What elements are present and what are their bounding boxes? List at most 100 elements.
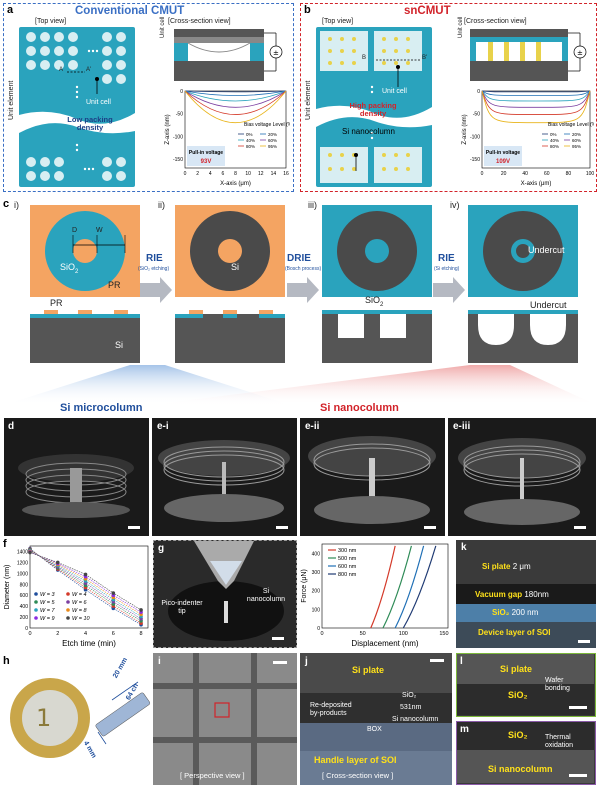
panel-m-letter: m [460,724,469,735]
panel-b-unit-cell: Unit cell [382,88,407,95]
panel-a-chart-xlabel: X-axis (μm) [220,181,251,187]
panel-f-legend-marker [34,600,38,604]
step-4: iv) [450,200,460,210]
panel-a-cross-view: [Cross-section view] [168,18,231,25]
panel-b-top-view-cells [316,31,432,183]
sem-d [4,418,149,536]
panel-j-letter: j [305,656,308,667]
panel-a-chart-xtick: 0 [184,171,187,177]
panel-m-bottom: Si nanocolumn [488,764,553,774]
panel-a-chart-xtick: 10 [245,171,251,177]
panel-k-tem [456,540,596,648]
panel-m-note: Thermal oxidation [545,734,574,749]
panel-j-handle: Handle layer of SOI [314,755,397,765]
panel-g-curve [402,545,437,629]
panel-k-layer-1: Si plate 2 μm [482,562,531,571]
panel-a-chart-legend-entry: 20% [268,132,277,137]
panel-a-unit-element: Unit element [8,80,15,120]
panel-b-chart-legend-entry: 80% [550,144,559,149]
panel-b-chart-ytick: 0 [477,89,480,95]
step-1-pr-label: PR [50,298,63,308]
panel-f-series-line [29,551,142,615]
panel-f-xtick: 4 [84,631,87,637]
panel-a-letter: a [7,4,14,16]
panel-a-chart-curve [184,90,287,93]
panel-j-sem [300,653,452,785]
panel-a-chart-legend-entry: 80% [246,144,255,149]
panel-f-series-line [29,549,142,624]
panel-f-series-line [29,552,142,611]
panel-b-chart-legend-entry: 20% [572,132,581,137]
panel-a-chart-ytick: -50 [176,112,183,118]
panel-j-box: BOX [367,726,382,733]
panel-b-chart-axes [481,90,591,169]
panel-f-legend-entry: W = 4 [72,592,87,598]
panel-f-ytick: 1400 [17,549,28,555]
panel-a-chart-xtick: 6 [221,171,224,177]
panel-b-unit-element: Unit element [305,80,312,120]
step-2-diagram [175,205,285,363]
panel-a-chart-curve [184,90,287,96]
panel-f-xtick: 6 [112,631,115,637]
panel-a-chart-legend-entry: 0% [246,132,253,137]
step-4-diagram [468,205,578,363]
panel-f-series-line [29,548,142,625]
panel-k-layer-3: SiO₂ 200 nm [492,608,539,617]
banner-bg [4,365,596,405]
panel-b-chart-xtick: 40 [522,171,528,177]
panel-g-curve [370,545,396,629]
step-2-si: Si [231,262,240,272]
panel-f-legend-entry: W = 8 [72,608,87,614]
panel-f-legend-entry: W = 6 [72,600,87,606]
panel-b-chart-pullin-box [484,146,522,166]
panel-b-si-nanocolumn: Si nanocolumn [342,127,395,136]
panel-f-legend-marker [34,592,38,596]
panel-l-note: Wafer bonding [545,677,570,692]
panel-f-point [139,608,143,612]
step-1-sio2: SiO2 [60,262,79,275]
panel-f-legend-entry: W = 7 [40,608,55,614]
banner-nanocolumn: Si nanocolumn [320,402,399,414]
panel-a-chart-xtick: 12 [258,171,264,177]
panel-b-chart-pullin-value: 109V [496,159,510,165]
panel-f-legend-marker [34,616,38,620]
panel-a-chart-curve [184,90,287,102]
step-1: i) [14,200,19,210]
panel-l-bottom: SiO₂ [508,690,528,700]
panel-b-cross-section: ± [470,29,587,81]
panel-b-chart-curve [481,90,591,96]
panel-f-point [55,560,60,565]
panel-g-curve [382,545,412,629]
arrow-1-label: RIE [146,253,163,264]
panel-a-chart-legend-entry: 60% [268,138,277,143]
panel-a-chart-pullin-value: 93V [201,159,212,165]
step-1-w: W [96,227,103,234]
panel-l-top: Si plate [500,664,533,674]
panel-a-chart-curve [184,90,287,115]
sem-e-iii-letter: e-iii [453,421,471,432]
panel-j-sio2: SiO₂ [402,692,417,699]
panel-g-xtick: 100 [399,631,408,637]
panel-g-legend-entry: 800 nm [338,572,357,578]
panel-f-chart: 0 2 4 6 8 0 200 400 600 800 1000 1200 1400 Etch time … [4,545,149,648]
panel-m-tem [456,721,596,785]
panel-b-chart-ytick: -50 [473,112,480,118]
panel-b-chart-xlabel: X-axis (μm) [521,181,552,187]
panel-m-top: SiO₂ [508,730,528,740]
panel-g-legend-entry: 300 nm [338,548,357,554]
panel-g-ylabel: Force (μN) [301,569,308,603]
panel-b-chart-legend-entry: 60% [572,138,581,143]
step-3-sio2: SiO2 [365,295,384,308]
panel-b-chart-xtick: 20 [501,171,507,177]
panel-f-ytick: 800 [20,582,29,588]
panel-a-chart-legend-entry: 95% [268,144,277,149]
panel-a-chart-legend-entry: 40% [246,138,255,143]
panel-a-chart-ytick: -150 [173,157,183,163]
panel-a-density: Low packing density [67,115,113,133]
panel-f-ytick: 200 [20,615,29,621]
panel-g-curve [394,545,425,629]
panel-f-legend-marker [66,608,70,612]
panel-l-tem [456,653,596,717]
panel-b-chart-pullin-label: Pull-in voltage [486,150,520,156]
panel-a-chart-ylabel: Z-axis (nm) [165,114,171,144]
